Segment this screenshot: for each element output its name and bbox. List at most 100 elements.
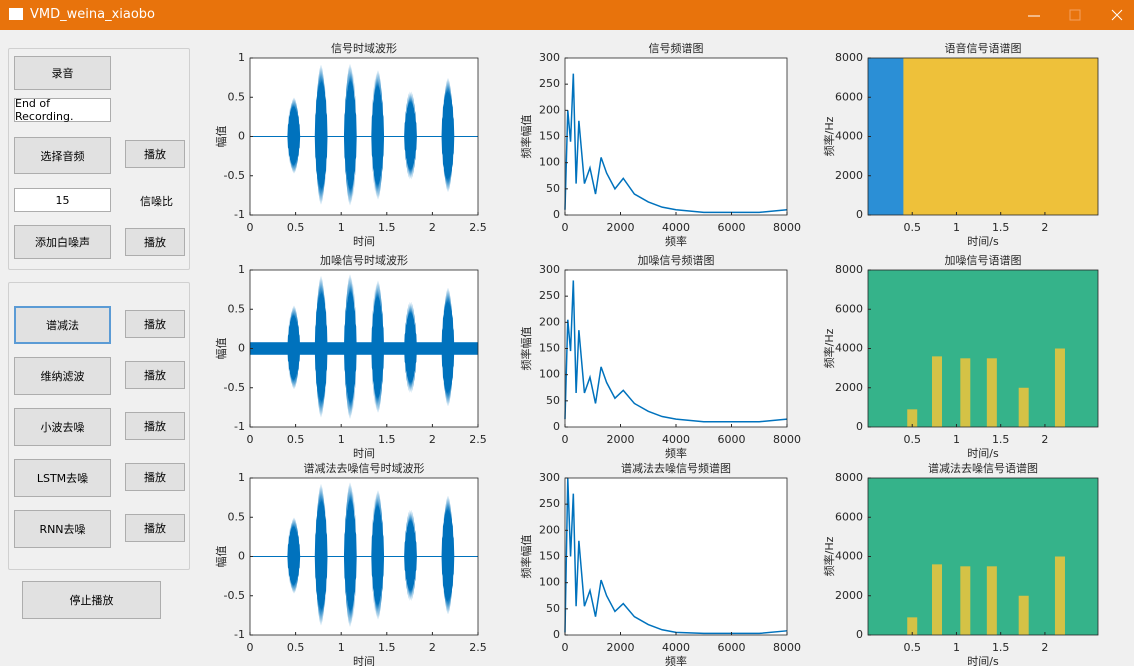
- x-tick-label: 2: [429, 433, 436, 446]
- app-window: VMD_weina_xiaobo 录音 End of Recording. 选择…: [0, 0, 1134, 666]
- chart-title: 谱减法去噪信号时域波形: [304, 461, 425, 475]
- x-tick-label: 8000: [773, 221, 801, 234]
- y-tick-label: 0.5: [228, 90, 246, 103]
- spectrogram-stripe: [960, 358, 970, 427]
- y-tick-label: 8000: [835, 51, 863, 64]
- y-tick-label: 8000: [835, 263, 863, 276]
- y-axis-label: 幅值: [215, 338, 228, 360]
- x-tick-label: 1.5: [992, 433, 1010, 446]
- x-tick-label: 2.5: [469, 433, 487, 446]
- x-tick-label: 0: [562, 221, 569, 234]
- y-tick-label: 0: [553, 208, 560, 221]
- x-tick-label: 2000: [607, 433, 635, 446]
- x-tick-label: 4000: [662, 433, 690, 446]
- x-axis-label: 时间/s: [967, 235, 999, 248]
- y-tick-label: 2000: [835, 589, 863, 602]
- spectrogram-stripe: [987, 358, 997, 427]
- x-tick-label: 1.5: [992, 641, 1010, 654]
- y-axis-label: 频率/Hz: [822, 116, 836, 156]
- y-tick-label: 150: [539, 550, 560, 563]
- axes: 00.511.522.5-1-0.500.51信号时域波形时间幅值: [215, 42, 487, 248]
- y-tick-label: 250: [539, 77, 560, 90]
- y-tick-label: 0: [238, 550, 245, 563]
- spectrogram-stripe: [1055, 349, 1065, 428]
- y-tick-label: 100: [539, 368, 560, 381]
- spectrogram-stripe: [960, 566, 970, 635]
- x-axis-label: 频率: [665, 654, 687, 666]
- x-tick-label: 0.5: [287, 433, 305, 446]
- y-axis-label: 频率/Hz: [822, 328, 836, 368]
- spectrogram-stripe: [932, 356, 942, 427]
- y-tick-label: 300: [539, 263, 560, 276]
- chart-title: 加噪信号频谱图: [638, 253, 715, 267]
- chart-title: 信号频谱图: [649, 41, 704, 55]
- plots: 00.511.522.5-1-0.500.51信号时域波形时间幅值0200040…: [0, 0, 1134, 666]
- x-tick-label: 6000: [718, 433, 746, 446]
- x-tick-label: 0.5: [287, 641, 305, 654]
- y-tick-label: 1: [238, 263, 245, 276]
- x-tick-label: 2: [1041, 433, 1048, 446]
- y-tick-label: 200: [539, 315, 560, 328]
- x-tick-label: 1.5: [378, 221, 396, 234]
- x-tick-label: 1: [338, 641, 345, 654]
- x-axis-label: 时间: [353, 655, 375, 666]
- spectrogram-stripe: [1055, 557, 1065, 636]
- y-tick-label: 1: [238, 51, 245, 64]
- y-axis-label: 频率/Hz: [822, 536, 836, 576]
- chart-title: 信号时域波形: [331, 42, 397, 55]
- quiet-region: [868, 58, 903, 215]
- spectrogram-stripe: [987, 566, 997, 635]
- x-tick-label: 8000: [773, 433, 801, 446]
- x-axis-label: 频率: [665, 234, 687, 248]
- y-axis-label: 幅值: [215, 546, 228, 568]
- x-tick-label: 1: [953, 641, 960, 654]
- axes: 00.511.522.5-1-0.500.51谱减法去噪信号时域波形时间幅值: [215, 461, 487, 666]
- y-tick-label: 250: [539, 497, 560, 510]
- x-tick-label: 2000: [607, 221, 635, 234]
- y-tick-label: 200: [539, 103, 560, 116]
- y-tick-label: 0: [238, 342, 245, 355]
- y-tick-label: 4000: [835, 130, 863, 143]
- x-axis-label: 时间/s: [967, 655, 999, 666]
- y-tick-label: 6000: [835, 302, 863, 315]
- axes: 02000400060008000050100150200250300信号频谱图…: [519, 41, 801, 248]
- x-axis-label: 时间/s: [967, 447, 999, 460]
- x-tick-label: 0: [247, 641, 254, 654]
- x-tick-label: 2: [1041, 221, 1048, 234]
- chart-title: 语音信号语谱图: [945, 41, 1022, 55]
- y-tick-label: 50: [546, 394, 560, 407]
- x-tick-label: 0: [247, 221, 254, 234]
- y-tick-label: -1: [234, 420, 245, 433]
- y-tick-label: -0.5: [224, 589, 245, 602]
- y-tick-label: 150: [539, 342, 560, 355]
- x-tick-label: 1: [953, 221, 960, 234]
- chart-title: 加噪信号时域波形: [320, 254, 408, 267]
- x-tick-label: 1: [953, 433, 960, 446]
- y-tick-label: 250: [539, 289, 560, 302]
- x-tick-label: 0: [247, 433, 254, 446]
- x-tick-label: 2.5: [469, 221, 487, 234]
- spectrogram-stripe: [932, 564, 942, 635]
- x-tick-label: 6000: [718, 641, 746, 654]
- y-tick-label: 300: [539, 471, 560, 484]
- y-axis-label: 幅值: [215, 126, 228, 148]
- y-axis-label: 频率幅值: [519, 327, 533, 371]
- x-tick-label: 0: [562, 641, 569, 654]
- x-tick-label: 2: [429, 221, 436, 234]
- y-tick-label: 0: [238, 130, 245, 143]
- y-tick-label: 0: [856, 628, 863, 641]
- x-tick-label: 1.5: [992, 221, 1010, 234]
- x-tick-label: 0.5: [903, 641, 921, 654]
- y-tick-label: 200: [539, 523, 560, 536]
- x-tick-label: 1.5: [378, 433, 396, 446]
- y-tick-label: 4000: [835, 550, 863, 563]
- y-axis-label: 频率幅值: [519, 115, 533, 159]
- spectrogram-stripe: [1019, 596, 1029, 635]
- y-tick-label: 150: [539, 130, 560, 143]
- y-tick-label: -0.5: [224, 169, 245, 182]
- x-tick-label: 0.5: [287, 221, 305, 234]
- y-tick-label: 0.5: [228, 510, 246, 523]
- x-tick-label: 4000: [662, 221, 690, 234]
- y-tick-label: 100: [539, 576, 560, 589]
